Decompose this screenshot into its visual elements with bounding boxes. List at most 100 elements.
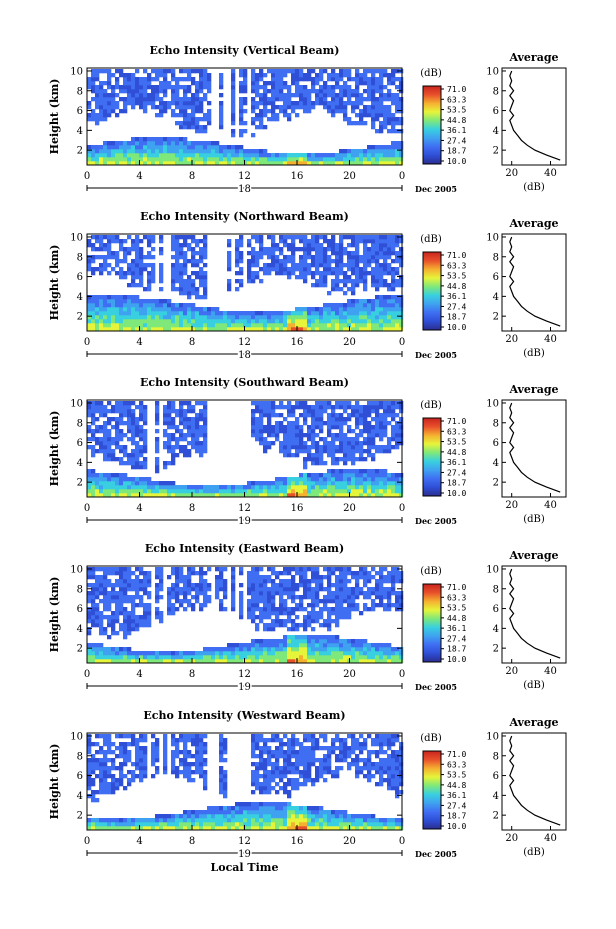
y-tick-label: 2 (77, 312, 83, 323)
heatmap-cell (179, 323, 184, 328)
heatmap-cell (343, 651, 348, 656)
heatmap-cell (215, 575, 220, 580)
heatmap-cell (167, 417, 172, 422)
heatmap-cell (123, 575, 128, 580)
heatmap-cell (155, 575, 160, 580)
heatmap-cell (371, 81, 376, 86)
heatmap-cell (87, 611, 92, 616)
heatmap-cell (175, 239, 180, 244)
heatmap-cell (375, 421, 380, 426)
heatmap-cell (235, 251, 240, 256)
heatmap-cell (259, 69, 264, 74)
heatmap-cell (295, 437, 300, 442)
heatmap-cell (331, 259, 336, 264)
heatmap-cell (339, 469, 344, 474)
heatmap-cell (339, 587, 344, 592)
heatmap-cell (367, 93, 372, 98)
heatmap-cell (111, 235, 116, 240)
heatmap-cell (151, 161, 156, 166)
heatmap-cell (311, 157, 316, 162)
heatmap-cell (375, 287, 380, 292)
heatmap-cell (251, 567, 256, 572)
heatmap-cell (151, 149, 156, 154)
heatmap-cell (303, 279, 308, 284)
heatmap-cell (115, 235, 120, 240)
heatmap-cell (155, 69, 160, 74)
heatmap-cell (219, 73, 224, 78)
heatmap-cell (171, 73, 176, 78)
heatmap-cell (95, 295, 100, 300)
heatmap-cell (103, 473, 108, 478)
y-tick-label: 10 (70, 232, 83, 243)
heatmap-cell (323, 639, 328, 644)
heatmap-cell (115, 619, 120, 624)
heatmap-cell (331, 247, 336, 252)
heatmap-cell (295, 485, 300, 490)
heatmap-cell (251, 235, 256, 240)
heatmap-cell (119, 247, 124, 252)
heatmap-cell (263, 97, 268, 102)
heatmap-cell (275, 639, 280, 644)
heatmap-cell (103, 449, 108, 454)
heatmap-cell (99, 299, 104, 304)
heatmap-cell (299, 239, 304, 244)
heatmap-cell (227, 267, 232, 272)
heatmap-cell (139, 97, 144, 102)
heatmap-cell (339, 445, 344, 450)
heatmap-cell (279, 445, 284, 450)
heatmap-cell (363, 429, 368, 434)
average-title: Average (508, 549, 558, 562)
heatmap-cell (263, 73, 268, 78)
heatmap-cell (183, 607, 188, 612)
heatmap-cell (359, 445, 364, 450)
heatmap-cell (239, 315, 244, 320)
day-label: 19 (238, 516, 251, 527)
heatmap-cell (151, 157, 156, 162)
echo-heatmap (87, 401, 404, 498)
heatmap-cell (391, 433, 396, 438)
heatmap-cell (91, 299, 96, 304)
heatmap-cell (251, 247, 256, 252)
heatmap-cell (163, 93, 168, 98)
heatmap-cell (327, 255, 332, 260)
heatmap-cell (267, 579, 272, 584)
heatmap-cell (379, 421, 384, 426)
heatmap-cell (107, 571, 112, 576)
heatmap-cell (107, 149, 112, 154)
heatmap-cell (351, 101, 356, 106)
heatmap-cell (323, 97, 328, 102)
heatmap-cell (335, 567, 340, 572)
heatmap-cell (203, 263, 208, 268)
heatmap-cell (383, 299, 388, 304)
heatmap-cell (339, 485, 344, 490)
heatmap-cell (379, 271, 384, 276)
heatmap-cell (371, 259, 376, 264)
heatmap-cell (343, 571, 348, 576)
heatmap-cell (331, 583, 336, 588)
heatmap-cell (355, 69, 360, 74)
heatmap-cell (343, 89, 348, 94)
heatmap-cell (187, 77, 192, 82)
heatmap-cell (103, 607, 108, 612)
heatmap-cell (323, 623, 328, 628)
heatmap-cell (375, 429, 380, 434)
heatmap-cell (311, 283, 316, 288)
heatmap-cell (215, 319, 220, 324)
heatmap-cell (103, 441, 108, 446)
heatmap-cell (203, 315, 208, 320)
heatmap-cell (119, 275, 124, 280)
heatmap-cell (115, 157, 120, 162)
heatmap-cell (207, 161, 212, 166)
heatmap-cell (163, 421, 168, 426)
heatmap-cell (171, 93, 176, 98)
heatmap-cell (351, 291, 356, 296)
heatmap-cell (243, 97, 248, 102)
heatmap-cell (379, 595, 384, 600)
average-y-tick-label: 8 (493, 86, 499, 97)
heatmap-cell (303, 457, 308, 462)
heatmap-cell (251, 655, 256, 660)
heatmap-cell (175, 413, 180, 418)
heatmap-cell (343, 485, 348, 490)
heatmap-cell (371, 307, 376, 312)
heatmap-cell (235, 279, 240, 284)
